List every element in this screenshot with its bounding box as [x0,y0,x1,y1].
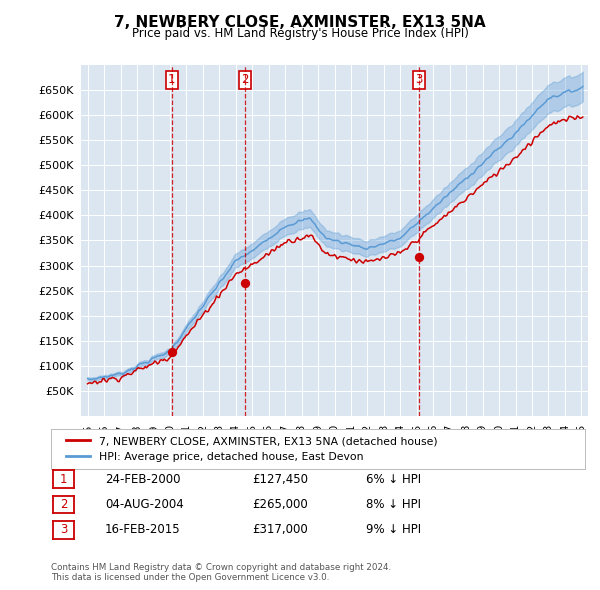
Text: 1: 1 [168,73,176,87]
Text: 24-FEB-2000: 24-FEB-2000 [105,473,181,486]
Text: 9% ↓ HPI: 9% ↓ HPI [366,523,421,536]
Text: 7, NEWBERY CLOSE, AXMINSTER, EX13 5NA: 7, NEWBERY CLOSE, AXMINSTER, EX13 5NA [114,15,486,30]
Legend: 7, NEWBERY CLOSE, AXMINSTER, EX13 5NA (detached house), HPI: Average price, deta: 7, NEWBERY CLOSE, AXMINSTER, EX13 5NA (d… [62,432,442,466]
Point [414,253,424,262]
Point [167,348,176,357]
Text: 2: 2 [60,498,67,511]
Text: £265,000: £265,000 [252,498,308,511]
Text: Price paid vs. HM Land Registry's House Price Index (HPI): Price paid vs. HM Land Registry's House … [131,27,469,40]
Text: 8% ↓ HPI: 8% ↓ HPI [366,498,421,511]
Text: 3: 3 [415,73,422,87]
Point [241,278,250,288]
Text: 3: 3 [60,523,67,536]
Text: £127,450: £127,450 [252,473,308,486]
Text: £317,000: £317,000 [252,523,308,536]
Text: 16-FEB-2015: 16-FEB-2015 [105,523,181,536]
Text: This data is licensed under the Open Government Licence v3.0.: This data is licensed under the Open Gov… [51,573,329,582]
Text: 2: 2 [242,73,249,87]
Text: 04-AUG-2004: 04-AUG-2004 [105,498,184,511]
Text: 6% ↓ HPI: 6% ↓ HPI [366,473,421,486]
Text: 1: 1 [60,473,67,486]
Text: Contains HM Land Registry data © Crown copyright and database right 2024.: Contains HM Land Registry data © Crown c… [51,563,391,572]
